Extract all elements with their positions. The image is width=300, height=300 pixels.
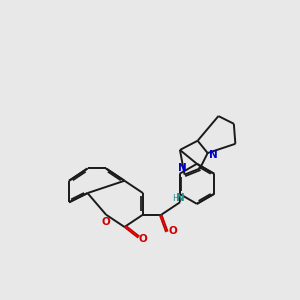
Text: O: O <box>102 217 110 226</box>
Text: N: N <box>178 163 187 173</box>
Text: N: N <box>176 194 185 203</box>
Text: H: H <box>172 194 179 203</box>
Text: N: N <box>209 150 218 160</box>
Text: O: O <box>169 226 177 236</box>
Text: O: O <box>139 234 147 244</box>
